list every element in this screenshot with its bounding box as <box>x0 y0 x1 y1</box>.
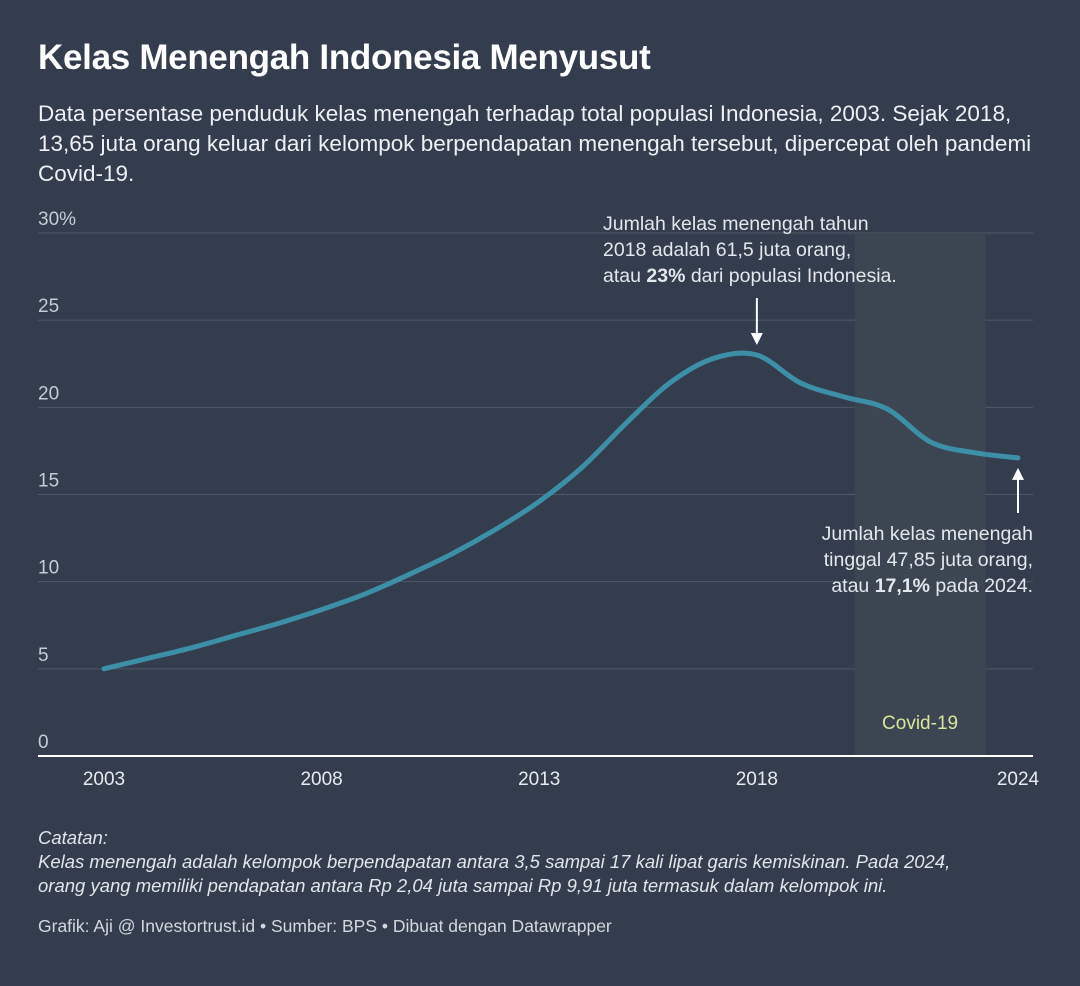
annotation-2024-arrowhead <box>1012 467 1024 480</box>
annotation-2018: Jumlah kelas menengah tahun 2018 adalah … <box>603 213 897 346</box>
y-tick-label: 20 <box>38 383 59 404</box>
notes-heading: Catatan: <box>38 827 108 848</box>
annotation-2018-arrowhead <box>750 333 763 346</box>
x-tick-label: 2024 <box>997 769 1040 790</box>
y-tick-label: 10 <box>38 558 59 579</box>
x-tick-label: 2013 <box>518 769 560 790</box>
chart-notes: Catatan: Kelas menengah adalah kelompok … <box>38 826 1058 898</box>
y-tick-label: 30% <box>38 209 76 230</box>
covid-label: Covid-19 <box>882 713 958 734</box>
chart-subtitle: Data persentase penduduk kelas menengah … <box>38 101 1032 186</box>
annotation-2024-line3: atau 17,1% pada 2024. <box>831 575 1033 597</box>
annotation-2018-line3: atau 23% dari populasi Indonesia. <box>603 265 897 287</box>
y-tick-label: 25 <box>38 296 59 317</box>
annotation-2024-line2: tinggal 47,85 juta orang, <box>824 549 1033 571</box>
x-tick-label: 2018 <box>736 769 778 790</box>
chart-title: Kelas Menengah Indonesia Menyusut <box>38 38 651 77</box>
notes-line-2: orang yang memiliki pendapatan antara Rp… <box>38 875 888 896</box>
covid-shaded-region <box>854 233 986 756</box>
series-line-middle-class <box>101 350 1021 672</box>
notes-line-1: Kelas menengah adalah kelompok berpendap… <box>38 851 951 872</box>
x-tick-label: 2008 <box>300 769 342 790</box>
annotation-2018-value: 23% <box>646 265 685 287</box>
annotation-2024-value: 17,1% <box>875 575 930 597</box>
annotation-2024: Jumlah kelas menengah tinggal 47,85 juta… <box>822 467 1033 597</box>
y-axis-ticks: 0 5 10 15 20 25 30% <box>38 209 76 753</box>
x-axis-ticks: 2003 2008 2013 2018 2024 <box>83 769 1040 790</box>
annotation-2024-line1: Jumlah kelas menengah <box>822 523 1033 545</box>
x-tick-label: 2003 <box>83 769 125 790</box>
y-tick-label: 5 <box>38 645 49 666</box>
annotation-2018-line2: 2018 adalah 61,5 juta orang, <box>603 239 851 261</box>
line-chart: 0 5 10 15 20 25 30% 2003 2008 2013 2018 2024 Covid… <box>38 209 1040 790</box>
chart-credit: Grafik: Aji @ Investortrust.id • Sumber:… <box>38 916 612 936</box>
annotation-2018-line1: Jumlah kelas menengah tahun <box>603 213 869 235</box>
y-tick-label: 0 <box>38 732 49 753</box>
y-tick-label: 15 <box>38 471 59 492</box>
